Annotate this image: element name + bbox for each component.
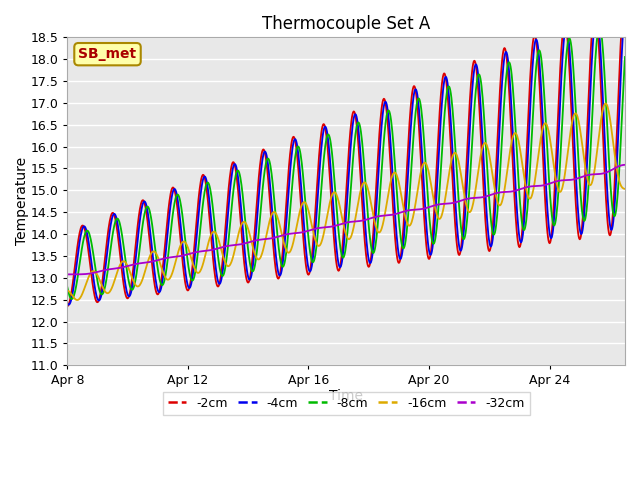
-4cm bbox=[289, 140, 297, 146]
-2cm bbox=[289, 134, 297, 140]
-16cm bbox=[499, 196, 507, 202]
-2cm bbox=[499, 57, 506, 62]
-2cm bbox=[120, 285, 128, 291]
-8cm bbox=[499, 123, 507, 129]
-16cm bbox=[602, 101, 609, 107]
-2cm bbox=[447, 134, 454, 140]
-16cm bbox=[289, 239, 297, 245]
-4cm bbox=[499, 71, 507, 76]
-4cm bbox=[121, 277, 129, 283]
Text: SB_met: SB_met bbox=[79, 47, 136, 61]
-2cm bbox=[508, 149, 516, 155]
X-axis label: Time: Time bbox=[329, 389, 363, 403]
-16cm bbox=[121, 259, 129, 264]
Line: -4cm: -4cm bbox=[67, 8, 625, 305]
Line: -16cm: -16cm bbox=[67, 104, 625, 300]
-4cm bbox=[621, 5, 629, 11]
-32cm bbox=[508, 189, 516, 194]
-8cm bbox=[121, 252, 129, 258]
-8cm bbox=[63, 284, 71, 290]
-8cm bbox=[509, 84, 516, 90]
-8cm bbox=[447, 91, 454, 96]
-16cm bbox=[509, 134, 516, 140]
-4cm bbox=[63, 300, 71, 306]
Title: Thermocouple Set A: Thermocouple Set A bbox=[262, 15, 430, 33]
-32cm bbox=[63, 272, 71, 277]
-32cm bbox=[621, 162, 629, 168]
-4cm bbox=[65, 302, 73, 308]
Line: -32cm: -32cm bbox=[67, 165, 625, 275]
Line: -8cm: -8cm bbox=[67, 26, 625, 299]
-32cm bbox=[309, 227, 317, 232]
-8cm bbox=[595, 24, 603, 29]
-8cm bbox=[68, 296, 76, 302]
-8cm bbox=[310, 259, 317, 264]
-2cm bbox=[63, 303, 71, 309]
-16cm bbox=[310, 230, 317, 236]
Y-axis label: Temperature: Temperature bbox=[15, 157, 29, 245]
-4cm bbox=[310, 250, 317, 256]
-32cm bbox=[289, 230, 297, 236]
Line: -2cm: -2cm bbox=[67, 0, 625, 306]
-8cm bbox=[289, 169, 297, 175]
Legend: -2cm, -4cm, -8cm, -16cm, -32cm: -2cm, -4cm, -8cm, -16cm, -32cm bbox=[163, 392, 530, 415]
-32cm bbox=[120, 264, 128, 270]
-16cm bbox=[621, 186, 629, 192]
-32cm bbox=[447, 201, 454, 206]
-4cm bbox=[447, 119, 454, 125]
-32cm bbox=[499, 189, 506, 195]
-16cm bbox=[74, 297, 81, 303]
-4cm bbox=[509, 130, 516, 136]
-8cm bbox=[621, 54, 629, 60]
-16cm bbox=[63, 288, 71, 293]
-2cm bbox=[309, 242, 317, 248]
-16cm bbox=[447, 160, 454, 166]
